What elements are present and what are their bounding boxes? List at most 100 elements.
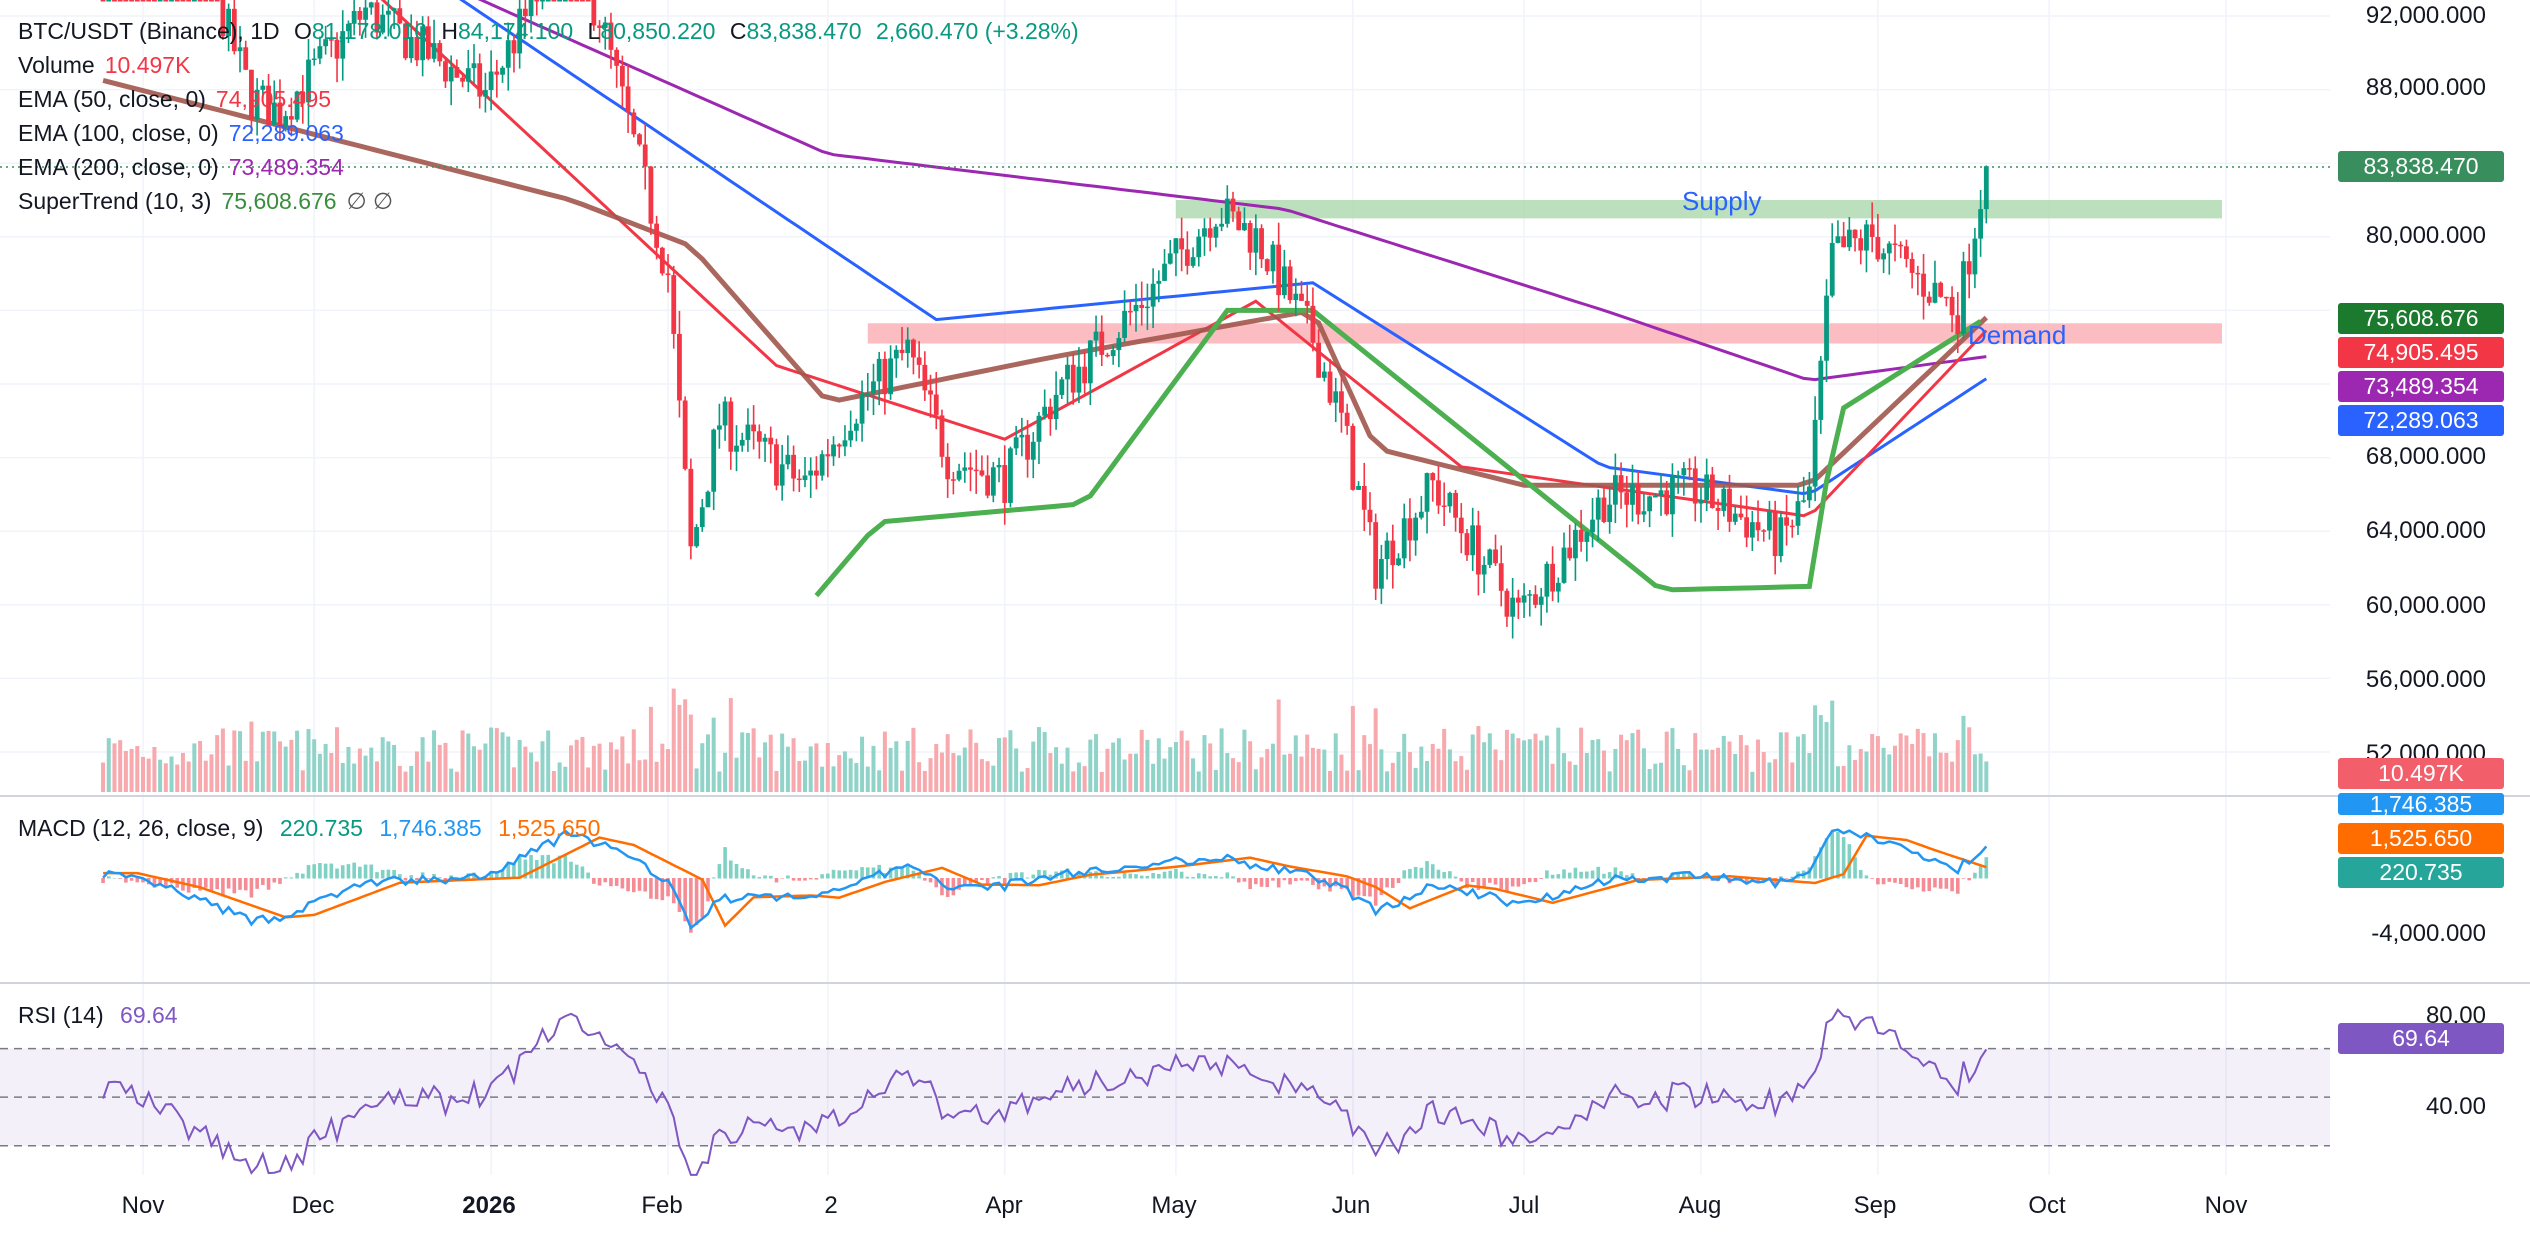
volume-bar [209, 754, 214, 792]
macd-histogram-bar [1967, 878, 1971, 881]
legend-supertrend-row[interactable]: SuperTrend (10, 3) 75,608.676 ∅ ∅ [18, 188, 394, 214]
legend-ema200-row[interactable]: EMA (200, close, 0) 73,489.354 [18, 154, 344, 180]
candle-body [1076, 366, 1082, 393]
volume-bar [1407, 752, 1412, 792]
volume-bar [1088, 739, 1093, 792]
macd-histogram-bar [529, 855, 533, 879]
candle-body [1664, 490, 1670, 515]
candle-body [346, 23, 351, 32]
rsi-legend[interactable]: RSI (14) 69.64 [18, 1002, 178, 1028]
volume-bar [118, 740, 123, 792]
candle-body [528, 0, 534, 17]
macd-histogram-bar [1436, 869, 1441, 879]
candle-body [1493, 549, 1498, 564]
volume-bar [163, 763, 168, 792]
volume-bar [312, 739, 317, 792]
volume-bar [1807, 753, 1812, 792]
candle-body [1892, 243, 1898, 246]
candle-body [1287, 266, 1293, 301]
volume-bar [928, 758, 933, 792]
macd-histogram-bar [1105, 877, 1110, 879]
volume-bar [1801, 734, 1806, 792]
candle-body [1961, 261, 1966, 335]
macd-histogram-bar [1282, 878, 1287, 881]
volume-bar [563, 766, 568, 792]
macd-histogram-bar [660, 878, 665, 901]
macd-histogram-bar [574, 864, 579, 879]
candle-body [311, 58, 317, 61]
candle-body [323, 39, 329, 47]
macd-histogram-bar [129, 878, 134, 881]
volume-bar [643, 759, 648, 792]
main-legend: BTC/USDT (Binance), 1D O81,178.010 H84,1… [18, 14, 1079, 218]
legend-ema50-row[interactable]: EMA (50, close, 0) 74,905.495 [18, 86, 332, 112]
macd-histogram-bar [1145, 875, 1150, 879]
volume-bar [1316, 748, 1321, 792]
macd-histogram-bar [1345, 878, 1349, 890]
macd-histogram-bar [854, 870, 859, 879]
macd-histogram-bar [1676, 872, 1680, 879]
volume-bar [1773, 759, 1778, 792]
macd-histogram-bar [552, 863, 556, 879]
macd-histogram-bar [1904, 878, 1909, 888]
candle-body [990, 467, 996, 496]
macd-histogram-bar [409, 875, 414, 879]
candle-body [460, 77, 465, 82]
macd-histogram-bar [249, 878, 254, 898]
candle-body [1093, 331, 1099, 341]
volume-bar [420, 737, 425, 792]
candle-body [1904, 246, 1909, 259]
candle-body [483, 90, 488, 97]
candle-body [1755, 522, 1761, 531]
macd-histogram-bar [1562, 869, 1566, 879]
candle-body [1436, 480, 1441, 506]
macd-histogram-bar [609, 878, 613, 887]
candle-body [950, 479, 956, 481]
macd-histogram-bar [415, 878, 419, 881]
candle-body [1030, 441, 1036, 460]
candle-body [1464, 533, 1470, 556]
macd-histogram-bar [152, 878, 157, 888]
macd-histogram-bar [1311, 878, 1315, 885]
macd-histogram-bar [1590, 870, 1595, 879]
macd-histogram-bar [1425, 861, 1429, 879]
macd-histogram-bar [1573, 867, 1578, 879]
legend-volume-row[interactable]: Volume 10.497K [18, 52, 191, 78]
candle-body [1350, 425, 1356, 490]
candle-body [591, 0, 597, 26]
volume-bar [1704, 749, 1709, 792]
legend-ema100-row[interactable]: EMA (100, close, 0) 72,289.063 [18, 120, 344, 146]
candle-body [1709, 474, 1715, 508]
macd-histogram-bar [649, 878, 653, 899]
volume-bar [854, 763, 859, 792]
ohlc-change: 2,660.470 (+3.28%) [875, 18, 1079, 44]
macd-histogram-bar [1128, 873, 1133, 879]
volume-bar [1076, 762, 1081, 792]
macd-histogram-bar [1134, 874, 1138, 879]
volume-bar [1162, 758, 1167, 792]
macd-histogram-bar [437, 877, 442, 879]
volume-bar [620, 736, 625, 792]
volume-bar [1396, 751, 1401, 792]
macd-histogram-bar [500, 869, 505, 879]
macd-histogram-bar [323, 863, 328, 879]
macd-histogram-bar [1505, 878, 1509, 893]
candle-body [1527, 594, 1533, 596]
candle-body [1618, 475, 1624, 493]
macd-histogram-bar [226, 878, 231, 889]
macd-histogram-bar [1978, 865, 1983, 879]
volume-bar [683, 699, 688, 792]
volume-bar [740, 732, 745, 792]
volume-bar [1950, 761, 1955, 792]
macd-histogram-bar [375, 872, 379, 879]
volume-bar [1864, 751, 1869, 792]
candle-body [1612, 475, 1618, 505]
time-axis-label: Jun [1331, 1192, 1371, 1219]
candle-body [1253, 228, 1259, 253]
macd-legend[interactable]: MACD (12, 26, close, 9) 220.735 1,746.38… [18, 815, 601, 841]
candle-body [956, 470, 962, 480]
volume-bar [1904, 735, 1909, 792]
candle-body [277, 102, 283, 127]
symbol-title[interactable]: BTC/USDT (Binance), 1D [18, 18, 280, 44]
